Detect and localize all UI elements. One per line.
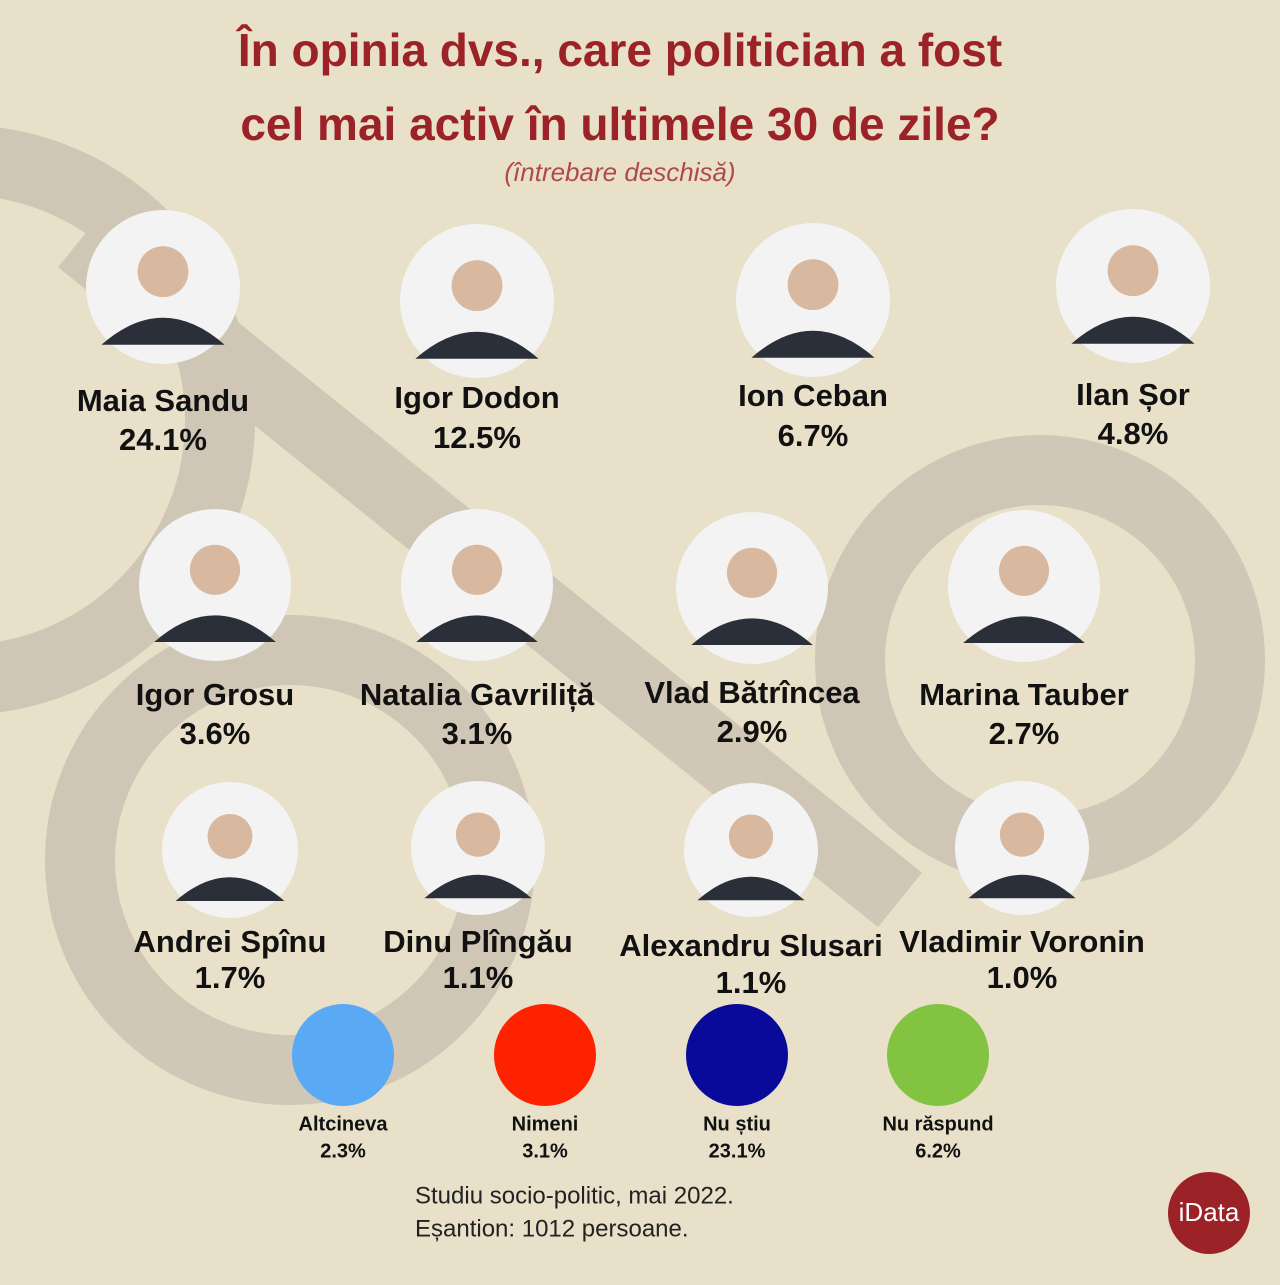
answer-value: 3.1% bbox=[522, 1140, 568, 1162]
photo-body bbox=[1071, 316, 1195, 344]
photo-body bbox=[416, 615, 538, 642]
subtitle: (întrebare deschisă) bbox=[504, 157, 735, 187]
footer: Studiu socio-politic, mai 2022. bbox=[415, 1182, 734, 1209]
politician-value: 6.7% bbox=[778, 418, 849, 453]
answer-value: 6.2% bbox=[915, 1140, 961, 1162]
photo-body bbox=[968, 874, 1076, 899]
photo-body bbox=[697, 876, 805, 901]
photo-body bbox=[415, 331, 539, 359]
politician-name: Igor Grosu bbox=[136, 677, 294, 712]
answer-circle bbox=[292, 1004, 394, 1106]
photo-head bbox=[451, 260, 503, 312]
politician-name: Dinu Plîngău bbox=[383, 924, 572, 959]
answer-name: Nu răspund bbox=[882, 1113, 993, 1135]
politician-name: Vladimir Voronin bbox=[899, 924, 1145, 959]
photo-head bbox=[137, 246, 189, 298]
answer-name: Altcineva bbox=[299, 1113, 389, 1135]
politician-name: Marina Tauber bbox=[919, 677, 1129, 712]
politician-value: 3.1% bbox=[442, 716, 513, 751]
politician-name: Natalia Gavriliță bbox=[360, 677, 595, 712]
photo-head bbox=[728, 814, 774, 859]
politician-name: Vlad Bătrîncea bbox=[644, 675, 860, 710]
politician-value: 1.0% bbox=[987, 960, 1058, 995]
answer-name: Nu știu bbox=[703, 1113, 771, 1135]
answer-circle bbox=[686, 1004, 788, 1106]
politician-value: 2.7% bbox=[989, 716, 1060, 751]
photo-head bbox=[999, 812, 1045, 857]
politician-value: 1.1% bbox=[716, 965, 787, 1000]
politician-value: 1.7% bbox=[195, 960, 266, 995]
answer-value: 2.3% bbox=[320, 1140, 366, 1162]
photo-head bbox=[451, 544, 503, 595]
photo-body bbox=[424, 874, 532, 899]
politician-name: Maia Sandu bbox=[77, 383, 249, 418]
answer-circle bbox=[494, 1004, 596, 1106]
photo-head bbox=[207, 813, 253, 859]
answer-value: 23.1% bbox=[709, 1140, 766, 1162]
politician-name: Alexandru Slusari bbox=[619, 928, 883, 963]
logo: iData bbox=[1179, 1197, 1240, 1227]
logo-circle bbox=[1168, 1172, 1250, 1254]
politician-name: Igor Dodon bbox=[394, 380, 559, 415]
politician-value: 24.1% bbox=[119, 422, 207, 457]
title: cel mai activ în ultimele 30 de zile? bbox=[240, 98, 999, 150]
photo-body bbox=[751, 330, 875, 358]
photo-head bbox=[726, 547, 778, 598]
photo-body bbox=[154, 615, 276, 642]
photo-head bbox=[189, 544, 241, 595]
photo-body bbox=[175, 877, 285, 901]
photo-head bbox=[998, 545, 1050, 596]
title: În opinia dvs., care politician a fost bbox=[236, 24, 1002, 76]
answer-circle bbox=[887, 1004, 989, 1106]
politician-value: 1.1% bbox=[443, 960, 514, 995]
footer: Eșantion: 1012 persoane. bbox=[415, 1215, 689, 1242]
photo-head bbox=[787, 259, 839, 311]
photo-body bbox=[691, 618, 813, 645]
politician-value: 3.6% bbox=[180, 716, 251, 751]
photo-body bbox=[963, 616, 1085, 643]
photo-head bbox=[455, 812, 501, 857]
politician-value: 4.8% bbox=[1098, 416, 1169, 451]
answer-name: Nimeni bbox=[512, 1113, 579, 1135]
photo-body bbox=[101, 317, 225, 345]
politician-name: Andrei Spînu bbox=[134, 924, 327, 959]
photo-head bbox=[1107, 245, 1159, 297]
politician-name: Ilan Șor bbox=[1076, 377, 1190, 412]
politician-name: Ion Ceban bbox=[738, 378, 888, 413]
politician-value: 2.9% bbox=[717, 714, 788, 749]
politician-value: 12.5% bbox=[433, 420, 521, 455]
